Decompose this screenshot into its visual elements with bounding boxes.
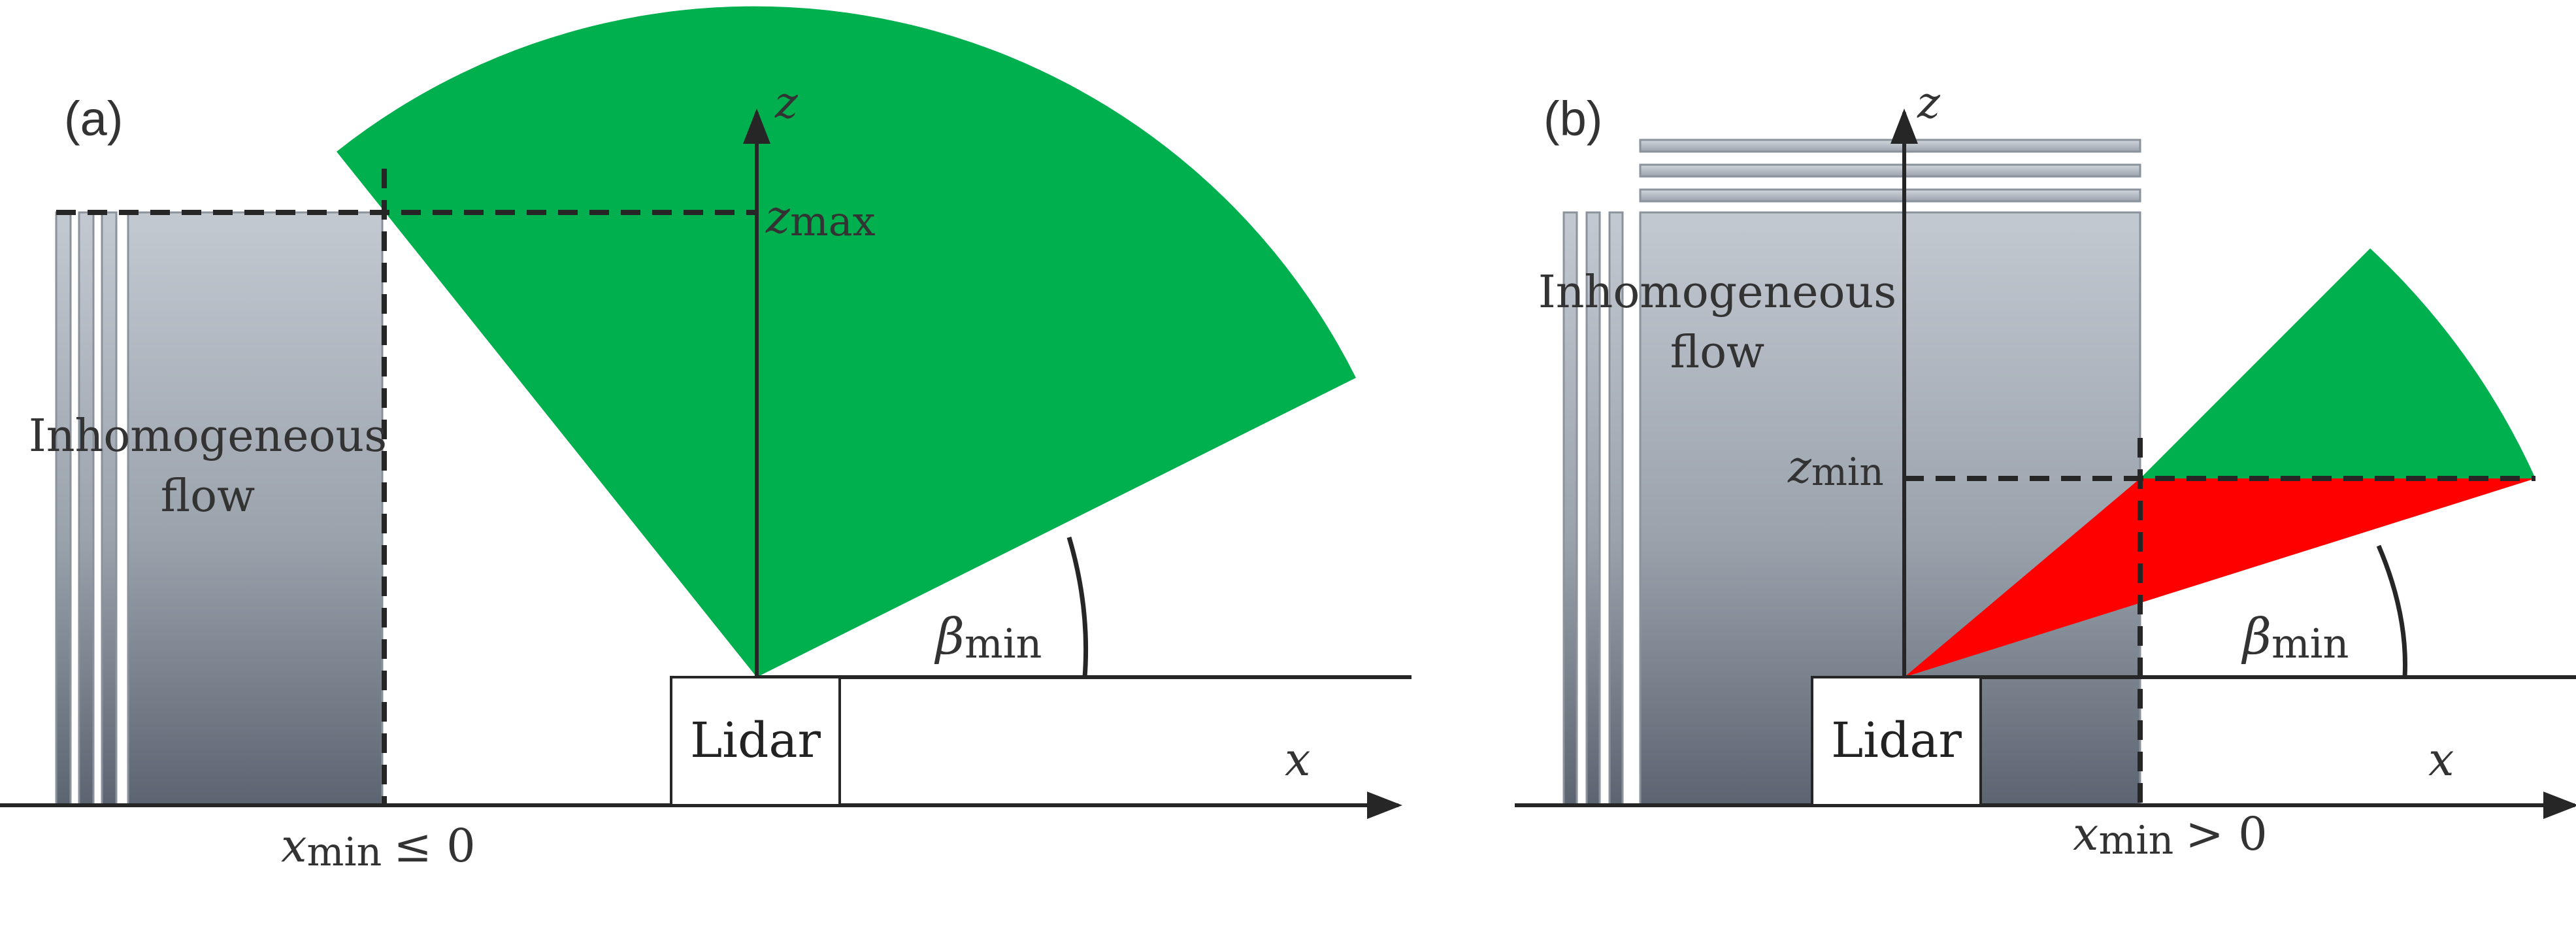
z-min-label: zmin [1787, 442, 1884, 494]
x-axis-label-b: x [2428, 733, 2454, 786]
blocked-region-b [1904, 478, 2535, 677]
scan-sector-b [2140, 248, 2535, 478]
x-min-label-a: xmin ≤ 0 [281, 819, 476, 875]
lidar-box-a [670, 676, 841, 807]
lidar-label-a: Lidar [690, 712, 821, 769]
z-max-label: zmax [765, 190, 876, 245]
panel-a: Lidar (a) z zmax βmin x xmin ≤ 0 Inhomoge… [0, 6, 1412, 875]
beta-arc-a [1066, 537, 1089, 678]
panel-b: Lidar (b) z zmin βmin x xmin > 0 Inhomoge… [1515, 78, 2576, 863]
beta-arc-b [2376, 544, 2407, 678]
flow-label-b-line2: flow [1670, 327, 1765, 378]
panel-tag-b: (b) [1544, 92, 1602, 146]
lidar-label-b: Lidar [1831, 712, 1962, 769]
lidar-box-b [1811, 676, 1982, 807]
flow-label-b-line1: Inhomogeneous [1538, 267, 1896, 318]
z-axis-label-b: z [1917, 78, 1941, 128]
flow-label-a-line2: flow [161, 471, 256, 522]
flow-label-a-line1: Inhomogeneous [29, 410, 387, 462]
z-axis-label-a: z [774, 78, 799, 128]
beta-label-a: βmin [934, 607, 1042, 667]
panel-tag-a: (a) [64, 92, 123, 146]
x-min-label-b: xmin > 0 [2073, 807, 2268, 863]
beta-label-b: βmin [2241, 607, 2349, 667]
building-a [55, 211, 384, 807]
scan-sector-a [337, 6, 1356, 678]
x-axis-label-a: x [1285, 733, 1310, 786]
